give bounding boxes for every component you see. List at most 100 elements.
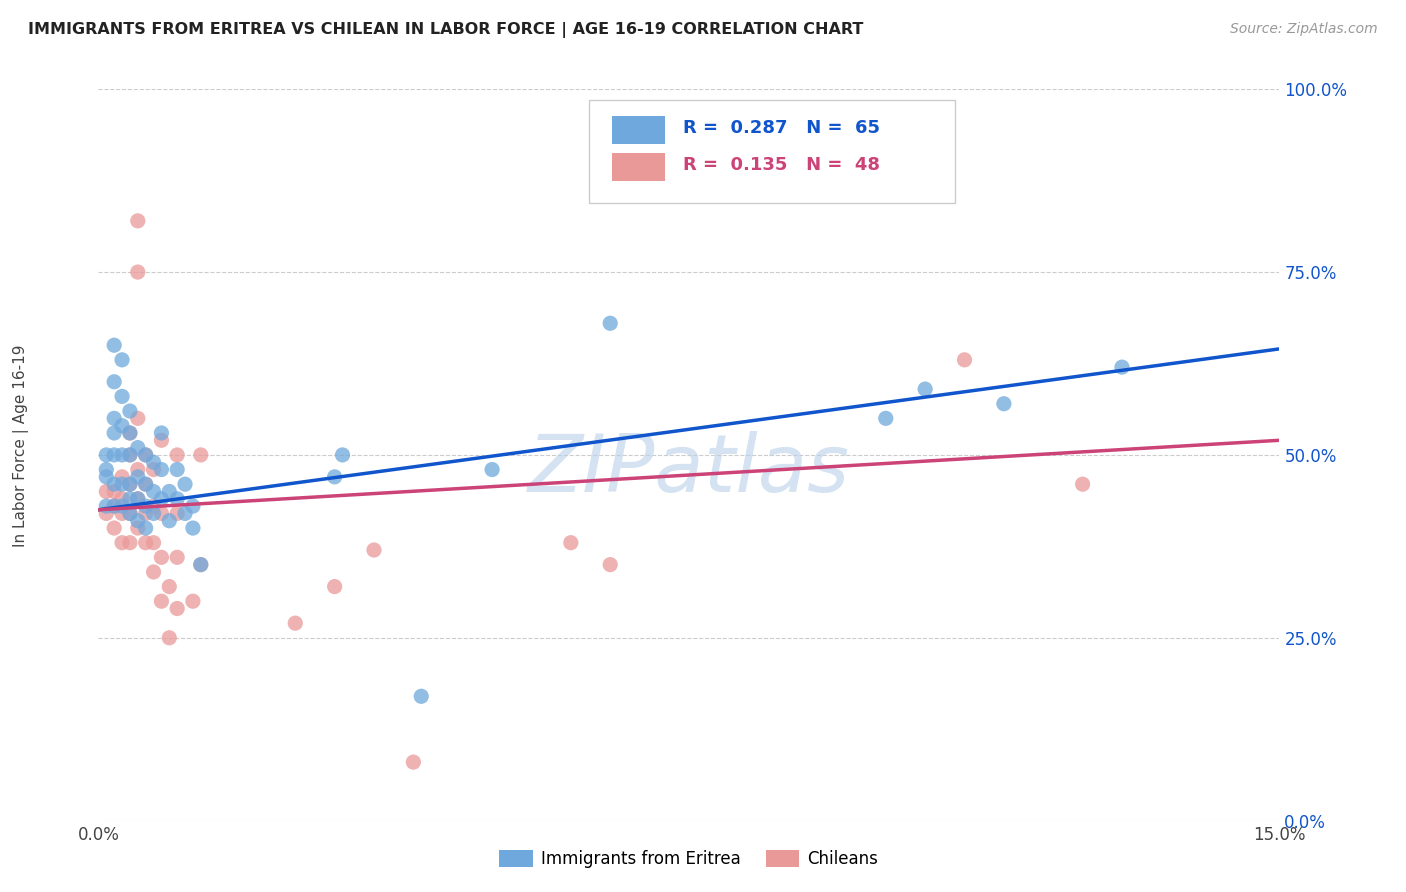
Point	[118, 477, 141, 491]
Point	[181, 594, 204, 608]
Point	[103, 521, 125, 535]
Point	[190, 558, 212, 572]
Point	[174, 477, 197, 491]
Point	[111, 491, 134, 506]
Point	[135, 448, 157, 462]
Point	[1071, 477, 1094, 491]
Point	[953, 352, 976, 367]
Point	[111, 477, 134, 491]
Point	[103, 448, 125, 462]
Point	[118, 425, 141, 440]
Point	[111, 470, 134, 484]
Point	[127, 514, 149, 528]
Point	[150, 434, 173, 448]
Point	[190, 448, 212, 462]
Point	[111, 389, 134, 403]
Point	[103, 338, 125, 352]
Point	[118, 491, 141, 506]
Point	[363, 543, 385, 558]
Point	[142, 455, 165, 469]
Point	[118, 507, 141, 521]
Point	[127, 462, 149, 476]
Point	[875, 411, 897, 425]
Point	[323, 470, 346, 484]
Point	[181, 499, 204, 513]
Point	[103, 477, 125, 491]
Point	[166, 448, 188, 462]
Text: R =  0.135   N =  48: R = 0.135 N = 48	[683, 155, 880, 174]
Bar	[612, 116, 665, 145]
Point	[127, 491, 149, 506]
Point	[135, 521, 157, 535]
Bar	[612, 153, 665, 180]
Point	[118, 535, 141, 549]
Point	[127, 491, 149, 506]
Point	[127, 411, 149, 425]
Point	[111, 507, 134, 521]
Point	[157, 580, 180, 594]
Point	[103, 499, 125, 513]
Point	[96, 484, 118, 499]
Point	[127, 441, 149, 455]
Point	[103, 425, 125, 440]
Point	[157, 514, 180, 528]
Point	[135, 507, 157, 521]
Point	[174, 507, 197, 521]
Point	[111, 535, 134, 549]
Point	[103, 484, 125, 499]
Point	[914, 382, 936, 396]
Point	[190, 558, 212, 572]
Point	[103, 375, 125, 389]
Point	[142, 462, 165, 476]
Legend: Immigrants from Eritrea, Chileans: Immigrants from Eritrea, Chileans	[492, 843, 886, 874]
Point	[411, 690, 433, 704]
Point	[332, 448, 354, 462]
Point	[111, 448, 134, 462]
Point	[166, 491, 188, 506]
Point	[1111, 360, 1133, 375]
Point	[142, 535, 165, 549]
Point	[96, 470, 118, 484]
Point	[118, 425, 141, 440]
Point	[103, 411, 125, 425]
Point	[118, 448, 141, 462]
Point	[135, 477, 157, 491]
Text: ZIPatlas: ZIPatlas	[527, 431, 851, 508]
Point	[127, 470, 149, 484]
Point	[402, 755, 425, 769]
Point	[118, 448, 141, 462]
Point	[127, 521, 149, 535]
Point	[96, 448, 118, 462]
Point	[127, 265, 149, 279]
Point	[560, 535, 582, 549]
Point	[135, 448, 157, 462]
Point	[284, 616, 307, 631]
Point	[993, 397, 1015, 411]
Point	[481, 462, 503, 476]
Point	[142, 499, 165, 513]
Point	[181, 521, 204, 535]
Point	[142, 484, 165, 499]
Point	[150, 425, 173, 440]
Point	[118, 507, 141, 521]
Point	[118, 404, 141, 418]
Text: R =  0.287   N =  65: R = 0.287 N = 65	[683, 119, 880, 137]
Point	[150, 594, 173, 608]
Point	[96, 507, 118, 521]
Point	[135, 535, 157, 549]
Point	[103, 499, 125, 513]
Point	[323, 580, 346, 594]
FancyBboxPatch shape	[589, 100, 955, 202]
Point	[127, 214, 149, 228]
Point	[166, 550, 188, 565]
Point	[166, 601, 188, 615]
Point	[96, 462, 118, 476]
Point	[599, 316, 621, 330]
Point	[157, 484, 180, 499]
Text: In Labor Force | Age 16-19: In Labor Force | Age 16-19	[13, 344, 30, 548]
Point	[135, 499, 157, 513]
Text: Source: ZipAtlas.com: Source: ZipAtlas.com	[1230, 22, 1378, 37]
Point	[150, 507, 173, 521]
Point	[150, 462, 173, 476]
Point	[135, 477, 157, 491]
